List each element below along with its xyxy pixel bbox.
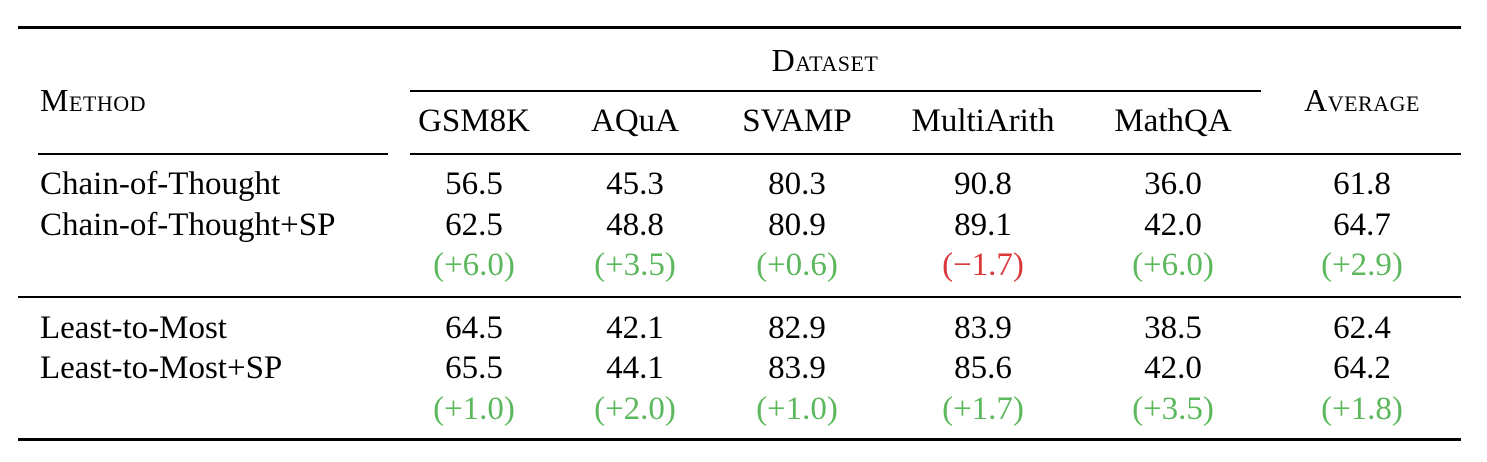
dataset-underline <box>410 90 1261 92</box>
table-cell: 85.6 <box>954 350 1012 386</box>
delta-cell: (+3.5) <box>594 247 676 283</box>
average-cell: 64.2 <box>1333 350 1391 386</box>
table-cell: 48.8 <box>606 207 664 243</box>
average-cell: 61.8 <box>1333 166 1391 202</box>
delta-cell: (+0.6) <box>756 247 838 283</box>
column-header-gsm8k: GSM8K <box>418 103 530 139</box>
delta-cell: (+1.0) <box>756 391 838 427</box>
delta-average-cell: (+1.8) <box>1321 391 1403 427</box>
table-cell: 62.5 <box>445 207 503 243</box>
table-cell: 82.9 <box>768 310 826 346</box>
delta-cell: (+2.0) <box>594 391 676 427</box>
average-header: Average <box>1304 82 1420 118</box>
method-label: Chain-of-Thought <box>40 166 281 202</box>
table-cell: 83.9 <box>954 310 1012 346</box>
table-cell: 83.9 <box>768 350 826 386</box>
table-cell: 42.1 <box>606 310 664 346</box>
table-cell: 36.0 <box>1144 166 1202 202</box>
method-label: Least-to-Most+SP <box>40 350 283 386</box>
table-cell: 38.5 <box>1144 310 1202 346</box>
method-header: Method <box>40 82 146 118</box>
table-cell: 44.1 <box>606 350 664 386</box>
delta-cell: (+3.5) <box>1132 391 1214 427</box>
delta-cell: (+1.0) <box>433 391 515 427</box>
table-cell: 42.0 <box>1144 350 1202 386</box>
method-label: Chain-of-Thought+SP <box>40 207 336 243</box>
table-cell: 80.9 <box>768 207 826 243</box>
dataset-header: Dataset <box>771 42 879 78</box>
table-cell: 89.1 <box>954 207 1012 243</box>
table-cell: 90.8 <box>954 166 1012 202</box>
delta-cell: (−1.7) <box>942 247 1024 283</box>
average-cell: 62.4 <box>1333 310 1391 346</box>
table-cell: 65.5 <box>445 350 503 386</box>
delta-average-cell: (+2.9) <box>1321 247 1403 283</box>
group-separator-rule <box>18 296 1461 298</box>
table-cell: 42.0 <box>1144 207 1202 243</box>
top-rule <box>18 26 1461 29</box>
delta-cell: (+6.0) <box>433 247 515 283</box>
table-cell: 64.5 <box>445 310 503 346</box>
table-cell: 80.3 <box>768 166 826 202</box>
column-header-mathqa: MathQA <box>1114 103 1232 139</box>
average-cell: 64.7 <box>1333 207 1391 243</box>
method-label: Least-to-Most <box>40 310 227 346</box>
method-underline <box>38 153 388 155</box>
column-header-aqua: AQuA <box>591 103 679 139</box>
column-header-multiarith: MultiArith <box>911 103 1055 139</box>
table-cell: 56.5 <box>445 166 503 202</box>
bottom-rule <box>18 438 1461 441</box>
columns-underline <box>410 153 1461 155</box>
delta-cell: (+6.0) <box>1132 247 1214 283</box>
delta-cell: (+1.7) <box>942 391 1024 427</box>
column-header-svamp: SVAMP <box>742 103 852 139</box>
table-cell: 45.3 <box>606 166 664 202</box>
